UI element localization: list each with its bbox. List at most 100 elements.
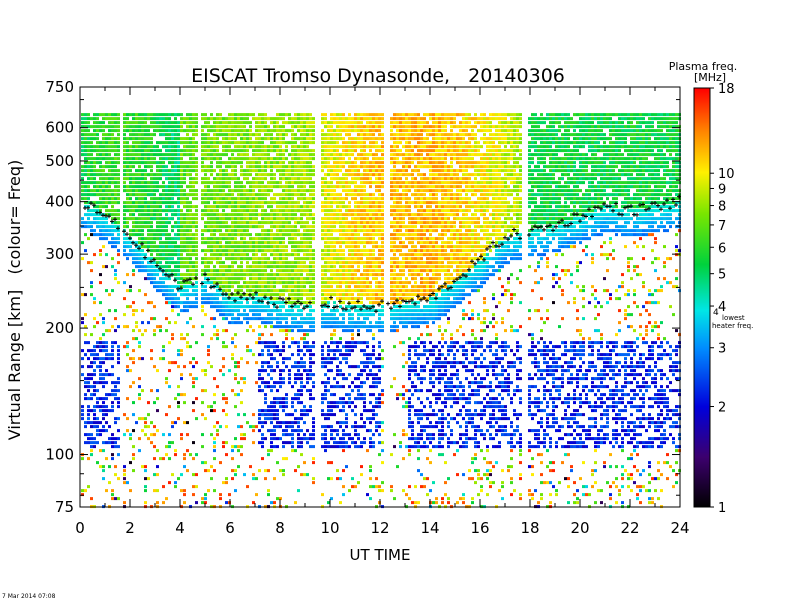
heatmap-cell xyxy=(297,417,300,421)
heatmap-cell xyxy=(111,453,114,457)
heatmap-cell xyxy=(132,261,135,265)
heatmap-cell xyxy=(336,133,339,137)
heatmap-cell xyxy=(111,325,114,329)
heatmap-cell xyxy=(180,189,183,193)
heatmap-cell xyxy=(171,249,174,253)
heatmap-cell xyxy=(228,173,231,177)
heatmap-cell xyxy=(99,433,102,437)
heatmap-cell xyxy=(297,361,300,365)
heatmap-cell xyxy=(297,169,300,173)
heatmap-cell xyxy=(195,245,198,249)
heatmap-cell xyxy=(141,141,144,145)
heatmap-cell xyxy=(243,317,246,321)
heatmap-cell xyxy=(327,361,330,365)
heatmap-cell xyxy=(240,265,243,269)
heatmap-cell xyxy=(321,265,324,269)
heatmap-cell xyxy=(279,373,282,377)
heatmap-cell xyxy=(180,201,183,205)
heatmap-cell xyxy=(165,217,168,221)
heatmap-cell xyxy=(252,141,255,145)
heatmap-cell xyxy=(108,169,111,173)
heatmap-cell xyxy=(321,409,324,413)
heatmap-cell xyxy=(255,361,258,365)
heatmap-cell xyxy=(231,253,234,257)
heatmap-cell xyxy=(192,225,195,229)
heatmap-cell xyxy=(255,209,258,213)
heatmap-cell xyxy=(228,369,231,373)
heatmap-cell xyxy=(309,345,312,349)
heatmap-cell xyxy=(147,257,150,261)
heatmap-cell xyxy=(105,429,108,433)
heatmap-cell xyxy=(165,145,168,149)
heatmap-cell xyxy=(192,117,195,121)
heatmap-cell xyxy=(270,301,273,305)
heatmap-cell xyxy=(219,253,222,257)
heatmap-cell xyxy=(90,365,93,369)
heatmap-cell xyxy=(222,201,225,205)
heatmap-cell xyxy=(330,281,333,285)
heatmap-cell xyxy=(273,221,276,225)
heatmap-cell xyxy=(222,269,225,273)
heatmap-cell xyxy=(114,145,117,149)
heatmap-cell xyxy=(153,157,156,161)
heatmap-cell xyxy=(342,449,345,453)
heatmap-cell xyxy=(246,249,249,253)
heatmap-cell xyxy=(345,241,348,245)
heatmap-cell xyxy=(327,377,330,381)
heatmap-cell xyxy=(345,417,348,421)
heatmap-cell xyxy=(279,217,282,221)
heatmap-cell xyxy=(174,397,177,401)
heatmap-cell xyxy=(216,201,219,205)
heatmap-cell xyxy=(354,345,357,349)
heatmap-cell xyxy=(240,313,243,317)
heatmap-cell xyxy=(297,401,300,405)
heatmap-cell xyxy=(204,301,207,305)
heatmap-cell xyxy=(282,289,285,293)
heatmap-cell xyxy=(354,397,357,401)
heatmap-cell xyxy=(177,365,180,369)
heatmap-cell xyxy=(216,205,219,209)
heatmap-cell xyxy=(321,121,324,125)
heatmap-cell xyxy=(243,205,246,209)
heatmap-cell xyxy=(99,281,102,285)
heatmap-cell xyxy=(213,293,216,297)
heatmap-cell xyxy=(240,133,243,137)
heatmap-cell xyxy=(336,237,339,241)
heatmap-cell xyxy=(312,153,315,157)
heatmap-cell xyxy=(261,193,264,197)
heatmap-cell xyxy=(339,477,342,481)
heatmap-cell xyxy=(333,273,336,277)
heatmap-cell xyxy=(282,433,285,437)
heatmap-cell xyxy=(276,209,279,213)
heatmap-cell xyxy=(330,393,333,397)
heatmap-cell xyxy=(165,165,168,169)
heatmap-cell xyxy=(336,273,339,277)
heatmap-cell xyxy=(333,405,336,409)
heatmap-cell xyxy=(312,397,315,401)
heatmap-cell xyxy=(213,233,216,237)
heatmap-cell xyxy=(282,313,285,317)
heatmap-cell xyxy=(195,217,198,221)
heatmap-cell xyxy=(330,213,333,217)
heatmap-cell xyxy=(282,141,285,145)
heatmap-cell xyxy=(189,285,192,289)
heatmap-cell xyxy=(165,193,168,197)
heatmap-cell xyxy=(240,273,243,277)
heatmap-cell xyxy=(117,221,120,225)
heatmap-cell xyxy=(255,185,258,189)
heatmap-cell xyxy=(249,145,252,149)
heatmap-cell xyxy=(270,157,273,161)
heatmap-cell xyxy=(270,185,273,189)
heatmap-cell xyxy=(132,337,135,341)
heatmap-cell xyxy=(342,165,345,169)
heatmap-cell xyxy=(261,197,264,201)
heatmap-cell xyxy=(90,397,93,401)
heatmap-cell xyxy=(114,421,117,425)
heatmap-cell xyxy=(87,377,90,381)
heatmap-cell xyxy=(210,137,213,141)
heatmap-cell xyxy=(309,157,312,161)
heatmap-cell xyxy=(180,213,183,217)
heatmap-cell xyxy=(300,417,303,421)
heatmap-cell xyxy=(339,157,342,161)
heatmap-cell xyxy=(135,257,138,261)
